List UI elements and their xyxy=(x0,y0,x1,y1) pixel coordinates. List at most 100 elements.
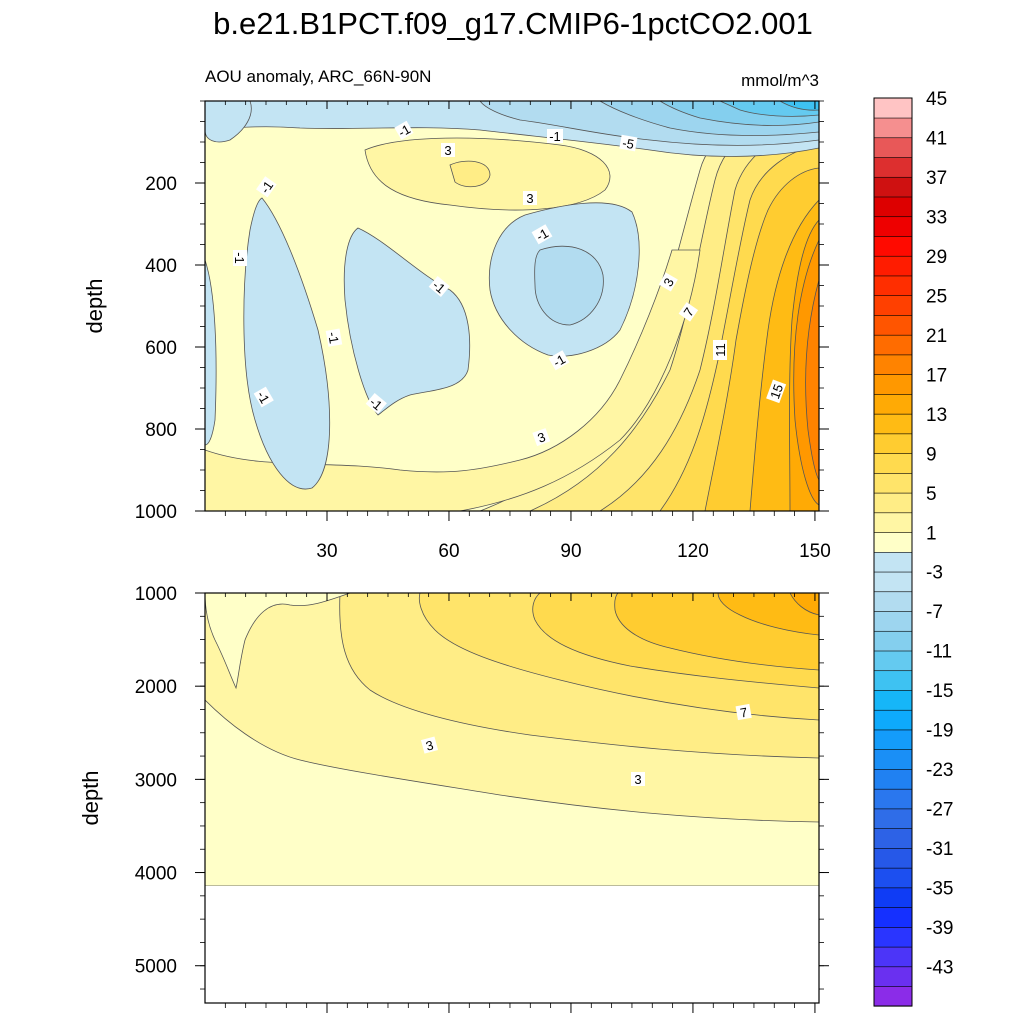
colorbar-swatch xyxy=(873,117,913,139)
units-label: mmol/m^3 xyxy=(741,71,819,90)
colorbar-swatch xyxy=(873,235,913,257)
contour-fill xyxy=(205,259,217,446)
colorbar-swatch xyxy=(873,334,913,356)
y-tick-label: 4000 xyxy=(135,864,177,885)
x-tick-label: 30 xyxy=(316,541,337,562)
figure-title: b.e21.B1PCT.f09_g17.CMIP6-1pctCO2.001 xyxy=(213,6,813,41)
colorbar-swatch xyxy=(873,729,913,750)
contour-label: -1 xyxy=(232,252,247,264)
contour-label: 3 xyxy=(634,772,641,787)
colorbar-label: 5 xyxy=(926,484,937,505)
colorbar-label: 25 xyxy=(926,286,947,307)
colorbar-label: 45 xyxy=(926,89,947,110)
x-tick-label: 120 xyxy=(677,541,709,562)
colorbar-label: -19 xyxy=(926,721,953,742)
colorbar-swatch xyxy=(873,433,913,454)
colorbar-swatch xyxy=(873,985,913,1007)
colorbar-swatch xyxy=(873,768,913,790)
colorbar-swatch xyxy=(873,610,913,632)
colorbar-label: -43 xyxy=(926,958,953,979)
colorbar: 45 41 37 33 29 25 21 17 13 9 5 1 -3 -7 -11 -15 -19 -23 -27… xyxy=(873,89,953,1007)
colorbar-label: 1 xyxy=(926,523,937,544)
contour-label: 11 xyxy=(713,343,728,357)
colorbar-swatch xyxy=(873,354,913,375)
panel-subtitle: AOU anomaly, ARC_66N-90N xyxy=(205,67,431,86)
colorbar-swatch xyxy=(873,926,913,948)
x-tick-label: 150 xyxy=(799,541,831,562)
colorbar-swatch xyxy=(873,670,913,691)
contour-fill xyxy=(779,101,819,111)
contour-label: -5 xyxy=(621,135,635,152)
y-tick-label: 600 xyxy=(145,338,177,359)
colorbar-label: -27 xyxy=(926,800,953,821)
colorbar-swatch xyxy=(873,176,913,198)
upper-axis-ticks: 30 60 90 120 150 200 400 600 800 1000 xyxy=(135,100,831,562)
y-tick-label: 200 xyxy=(145,174,177,195)
colorbar-swatch xyxy=(873,966,913,987)
colorbar-label: 21 xyxy=(926,326,947,347)
y-tick-label: 400 xyxy=(145,256,177,277)
y-tick-label: 3000 xyxy=(135,770,177,791)
colorbar-frame xyxy=(873,97,913,1007)
colorbar-swatch xyxy=(873,512,913,533)
contour-fill xyxy=(789,593,819,616)
colorbar-swatch xyxy=(873,847,913,869)
contour-fill xyxy=(205,101,252,143)
contour-label: 3 xyxy=(424,737,435,753)
colorbar-swatch xyxy=(873,571,913,593)
upper-y-axis-label: depth xyxy=(82,278,107,333)
colorbar-label: -11 xyxy=(926,642,952,663)
x-tick-label: 60 xyxy=(438,541,459,562)
colorbar-label: -35 xyxy=(926,879,953,900)
colorbar-swatch xyxy=(873,295,913,316)
colorbar-label: 33 xyxy=(926,207,947,228)
contour-label: 3 xyxy=(536,429,548,446)
contour-fill xyxy=(717,593,819,636)
lower-plot-frame xyxy=(204,592,820,1004)
colorbar-label: 13 xyxy=(926,405,947,426)
colorbar-label: -3 xyxy=(926,563,943,584)
colorbar-swatch xyxy=(873,808,913,829)
colorbar-swatch xyxy=(873,551,913,573)
contour-fill xyxy=(343,227,471,416)
colorbar-label: -15 xyxy=(926,681,953,702)
colorbar-swatch xyxy=(873,709,913,731)
colorbar-label: -7 xyxy=(926,602,943,623)
lower-contour-labels: 3 7 3 xyxy=(420,703,752,787)
contour-label: 3 xyxy=(444,143,451,158)
colorbar-label: -31 xyxy=(926,839,953,860)
colorbar-label: 17 xyxy=(926,365,947,386)
colorbar-label: -23 xyxy=(926,760,953,781)
contour-fill xyxy=(805,279,819,481)
colorbar-swatch xyxy=(873,689,913,711)
contour-label: 3 xyxy=(526,191,533,206)
colorbar-swatch xyxy=(873,216,913,237)
colorbar-swatch xyxy=(873,591,913,612)
colorbar-swatch xyxy=(873,393,913,415)
colorbar-label: 29 xyxy=(926,247,947,268)
colorbar-swatch xyxy=(873,887,913,908)
colorbar-swatch xyxy=(873,867,913,889)
colorbar-swatch xyxy=(873,828,913,849)
y-tick-label: 1000 xyxy=(135,502,177,523)
y-tick-label: 5000 xyxy=(135,957,177,978)
colorbar-swatch xyxy=(873,907,913,928)
colorbar-swatch xyxy=(873,453,913,474)
contour-label: 7 xyxy=(739,705,749,721)
y-tick-label: 2000 xyxy=(135,677,177,698)
colorbar-label: 9 xyxy=(926,444,937,465)
contour-fill xyxy=(205,593,351,690)
lower-axis-ticks: 1000 2000 3000 4000 5000 xyxy=(135,584,829,1013)
colorbar-swatch xyxy=(873,630,913,652)
colorbar-swatch xyxy=(873,531,913,553)
colorbar-swatch xyxy=(873,314,913,336)
colorbar-swatch xyxy=(873,472,913,494)
contour-fill xyxy=(449,160,491,188)
colorbar-swatch xyxy=(873,97,913,119)
y-tick-label: 1000 xyxy=(135,584,177,605)
contour-label: -1 xyxy=(325,331,342,345)
colorbar-swatch xyxy=(873,255,913,277)
upper-contour-labels: -1 -1 -1 -5 3 3 -1 -1 -1 -1 -1 -1 -1 -1 … xyxy=(232,120,787,447)
colorbar-swatch xyxy=(873,137,913,158)
